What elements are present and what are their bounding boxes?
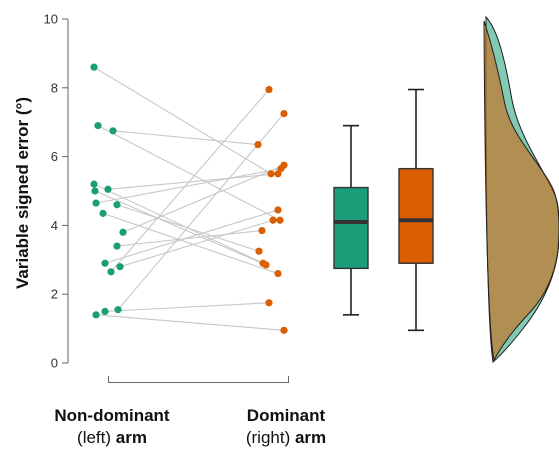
x-label-non-dominant-line2: (left) xyxy=(77,428,116,447)
y-tick-label: 6 xyxy=(51,149,58,164)
x-label-dominant-arm: arm xyxy=(294,428,327,447)
point-non-dominant xyxy=(90,63,98,71)
point-dominant xyxy=(269,216,277,224)
x-label-non-dominant: Non-dominant (left) arm xyxy=(42,405,182,449)
pair-connector xyxy=(93,183,264,264)
point-dominant xyxy=(254,140,262,149)
y-tick-label: 8 xyxy=(51,80,58,95)
point-non-dominant xyxy=(119,228,127,236)
pair-connector xyxy=(107,173,279,190)
point-non-dominant xyxy=(91,187,99,195)
pair-connector xyxy=(95,314,285,331)
y-axis-label: Variable signed error (°) xyxy=(13,97,32,289)
pair-connector xyxy=(104,302,270,312)
point-dominant xyxy=(255,247,263,255)
pair-connectors xyxy=(93,66,285,331)
pair-connector xyxy=(119,219,274,268)
y-tick-label: 0 xyxy=(51,356,58,371)
y-tick-label: 2 xyxy=(51,287,58,302)
point-dominant xyxy=(280,110,288,118)
point-dominant xyxy=(265,85,273,94)
pair-connector xyxy=(116,230,263,247)
point-non-dominant xyxy=(113,201,121,209)
y-tick-label: 4 xyxy=(51,218,58,233)
point-non-dominant xyxy=(101,259,109,267)
point-non-dominant xyxy=(94,122,102,130)
pair-connector xyxy=(102,212,279,275)
point-non-dominant xyxy=(114,306,122,314)
x-axis xyxy=(108,376,289,383)
pair-connector xyxy=(94,190,267,266)
pair-connector xyxy=(104,209,279,264)
point-non-dominant xyxy=(90,180,98,188)
point-non-dominant xyxy=(92,199,100,207)
point-non-dominant xyxy=(101,307,109,315)
pair-connector xyxy=(97,125,281,221)
pair-connector xyxy=(122,164,285,233)
point-dominant xyxy=(280,326,288,334)
pair-connector xyxy=(116,204,260,252)
pair-connector xyxy=(112,130,259,146)
point-dominant xyxy=(276,216,284,224)
point-non-dominant xyxy=(99,209,107,217)
point-dominant xyxy=(274,206,282,214)
point-dominant xyxy=(274,269,282,278)
pair-connector xyxy=(95,168,282,204)
y-tick-label: 10 xyxy=(44,12,58,27)
density-dominant xyxy=(483,20,559,362)
x-axis-line xyxy=(108,376,289,383)
box-iqr xyxy=(398,167,434,264)
boxplots xyxy=(333,88,434,332)
point-dominant xyxy=(258,226,266,235)
data-points xyxy=(90,63,288,334)
x-label-non-dominant-line1: Non-dominant xyxy=(54,406,170,425)
point-non-dominant xyxy=(116,263,124,271)
y-axis: 0 2 4 6 8 10 xyxy=(44,12,69,371)
point-dominant xyxy=(265,299,273,307)
x-label-dominant: Dominant (right) arm xyxy=(216,405,356,449)
x-label-dominant-line2: (right) xyxy=(245,428,295,447)
point-non-dominant xyxy=(113,242,121,250)
point-non-dominant xyxy=(92,311,100,319)
point-dominant xyxy=(262,261,270,269)
point-non-dominant xyxy=(109,127,117,135)
point-non-dominant xyxy=(107,268,115,276)
point-dominant xyxy=(280,161,288,169)
pair-connector xyxy=(110,89,270,273)
point-non-dominant xyxy=(104,185,112,193)
point-dominant xyxy=(267,170,275,178)
box-iqr xyxy=(333,186,369,270)
density-clouds xyxy=(483,15,559,363)
x-label-dominant-line1: Dominant xyxy=(246,406,326,425)
x-label-non-dominant-arm: arm xyxy=(115,428,147,447)
pair-connector xyxy=(93,66,272,175)
